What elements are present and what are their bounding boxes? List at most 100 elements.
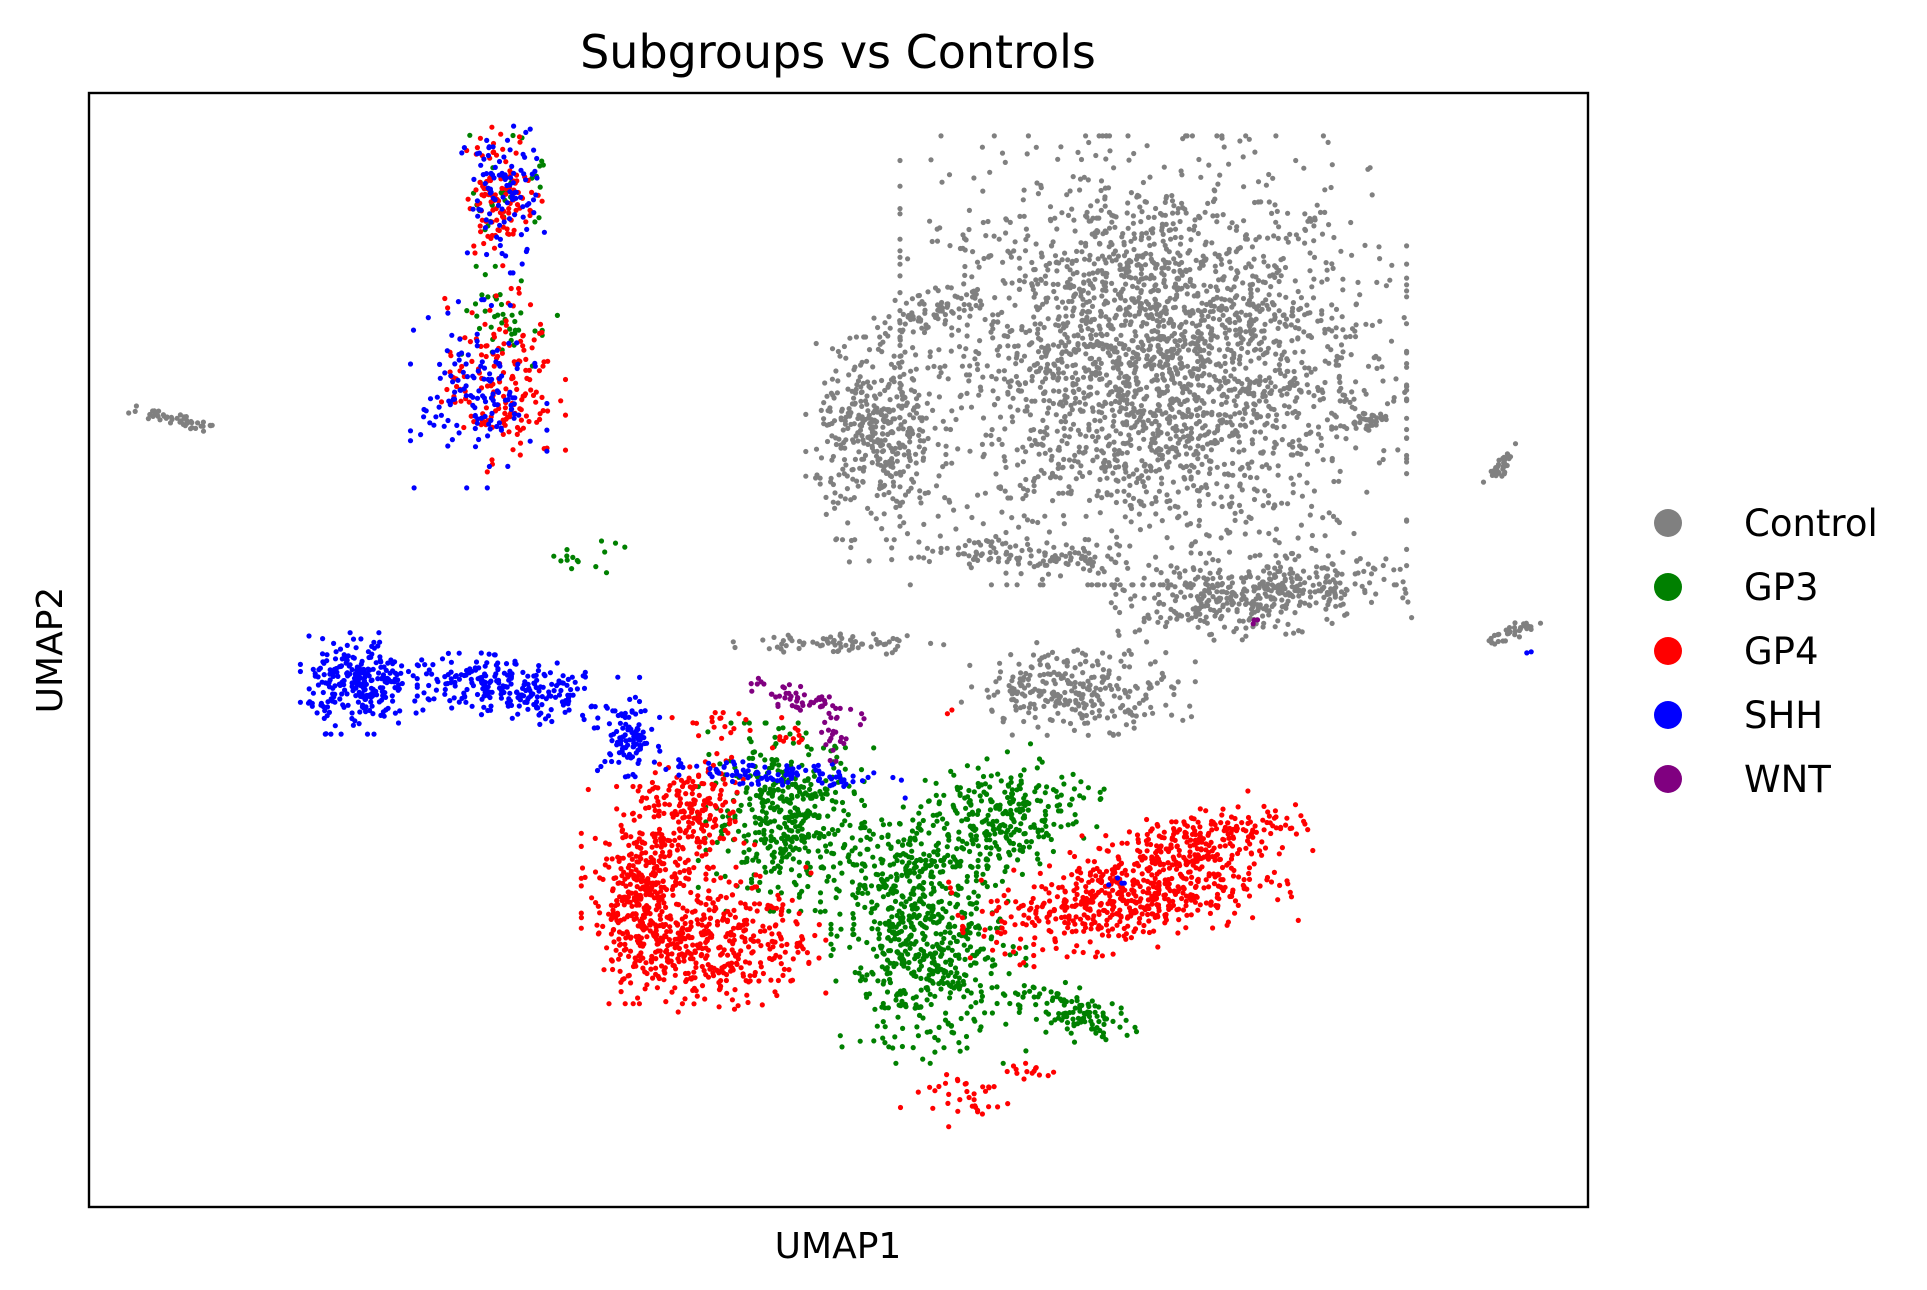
point — [1144, 356, 1150, 362]
point — [1165, 585, 1171, 591]
point — [1140, 276, 1146, 282]
point — [1200, 425, 1206, 431]
point — [1197, 550, 1204, 557]
point — [879, 411, 885, 417]
point — [1272, 565, 1278, 571]
point — [1304, 372, 1310, 378]
point — [1040, 678, 1046, 685]
point — [1214, 589, 1220, 595]
point — [1322, 187, 1328, 193]
point — [1251, 256, 1257, 262]
point — [1092, 276, 1098, 282]
point — [914, 1024, 920, 1030]
point — [1096, 323, 1102, 329]
point — [1069, 298, 1075, 304]
point — [1147, 463, 1153, 469]
point — [1219, 401, 1225, 407]
point — [1272, 537, 1278, 543]
point — [1404, 398, 1410, 404]
point — [1276, 292, 1282, 298]
point — [867, 420, 873, 427]
point — [1271, 233, 1277, 239]
point — [925, 490, 931, 496]
point — [1189, 308, 1195, 314]
point — [1168, 236, 1174, 242]
point — [892, 936, 898, 942]
point — [1362, 411, 1368, 417]
point — [1162, 242, 1168, 249]
point — [918, 975, 924, 982]
point — [1262, 360, 1268, 366]
point — [1075, 647, 1081, 653]
point — [1284, 356, 1290, 362]
point — [1126, 492, 1132, 498]
point — [1052, 681, 1058, 687]
point — [895, 1014, 901, 1020]
point — [955, 446, 961, 452]
point — [1191, 452, 1197, 458]
point — [1182, 443, 1189, 449]
point — [921, 301, 927, 307]
point — [1172, 598, 1178, 604]
point — [832, 490, 838, 496]
point — [1138, 403, 1144, 409]
point — [1021, 704, 1027, 710]
point — [945, 284, 951, 290]
point — [157, 417, 163, 423]
point — [948, 970, 954, 976]
point — [1195, 328, 1201, 335]
point — [1281, 403, 1288, 409]
point — [1042, 450, 1048, 456]
point — [1091, 702, 1097, 708]
point — [1152, 659, 1158, 665]
point — [1206, 550, 1212, 556]
point — [1404, 435, 1410, 441]
point — [1067, 411, 1073, 417]
point — [1324, 573, 1330, 579]
point — [1006, 971, 1012, 977]
point — [823, 511, 829, 517]
point — [732, 644, 738, 651]
point — [1059, 438, 1065, 444]
point — [1049, 243, 1055, 249]
point — [980, 219, 986, 226]
point — [1404, 361, 1410, 367]
point — [1172, 365, 1178, 371]
point — [1275, 618, 1281, 624]
point — [1224, 483, 1230, 490]
point — [1212, 196, 1218, 202]
point — [1026, 436, 1033, 442]
point — [1209, 240, 1215, 246]
point — [1330, 561, 1336, 568]
point — [916, 554, 922, 560]
point — [1188, 714, 1195, 720]
point — [1334, 353, 1340, 359]
point — [1115, 253, 1121, 259]
point — [1329, 588, 1335, 594]
point — [875, 978, 881, 984]
point — [1304, 461, 1311, 467]
point — [1165, 265, 1171, 271]
point — [1246, 617, 1252, 623]
point — [1139, 323, 1145, 329]
point — [1055, 465, 1061, 471]
point — [1192, 679, 1198, 685]
point — [1337, 468, 1343, 474]
point — [886, 314, 892, 320]
point — [1270, 450, 1276, 456]
point — [827, 841, 834, 847]
point — [1140, 427, 1146, 434]
point — [1019, 691, 1025, 697]
point — [896, 1002, 902, 1008]
point — [728, 720, 734, 726]
point — [1170, 210, 1176, 216]
point — [1302, 211, 1308, 217]
point — [1189, 436, 1195, 442]
point — [1054, 268, 1060, 274]
point — [848, 497, 854, 503]
point — [1215, 181, 1221, 187]
point — [1114, 349, 1120, 355]
point — [1012, 239, 1018, 245]
point — [883, 641, 889, 647]
point — [868, 436, 874, 443]
